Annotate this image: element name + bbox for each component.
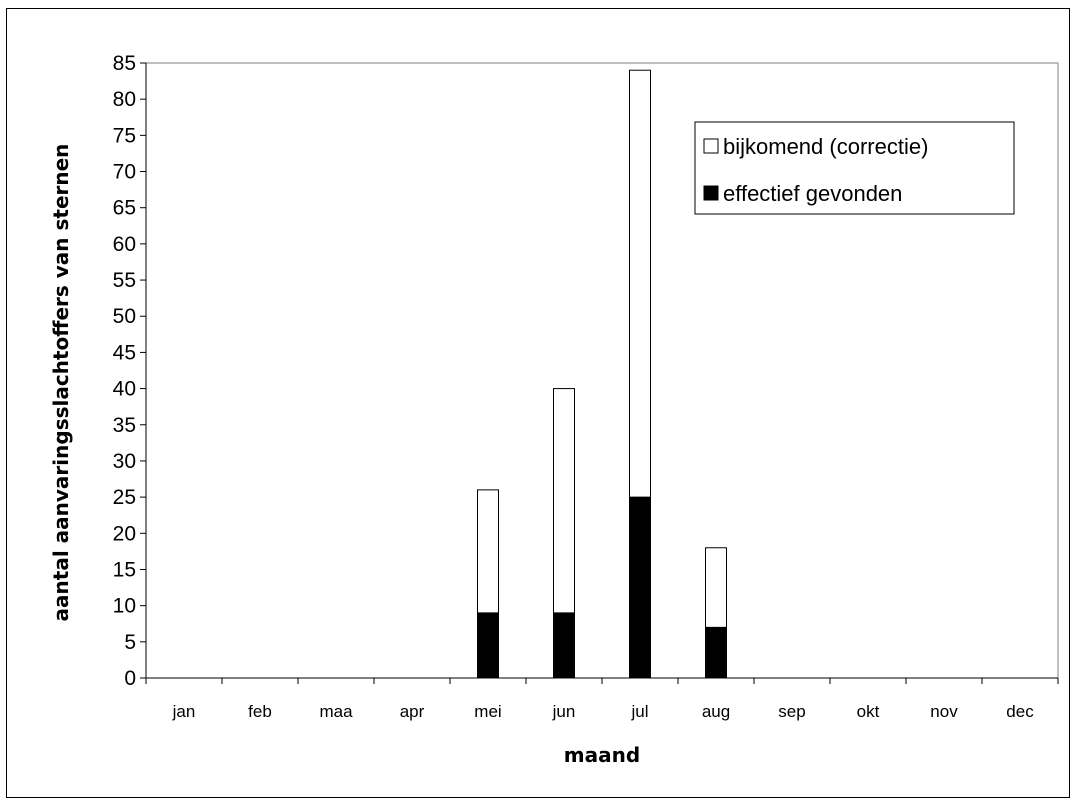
x-tick-label: jan xyxy=(172,702,196,721)
x-tick-label: feb xyxy=(248,702,272,721)
x-tick-label: okt xyxy=(857,702,880,721)
y-tick-label: 80 xyxy=(113,88,136,111)
bar-jun-bijkomend xyxy=(553,388,575,614)
y-tick-label: 10 xyxy=(113,595,136,618)
y-axis-title: aantal aanvaringsslachtoffers van sterne… xyxy=(49,144,73,622)
x-tick-label: nov xyxy=(930,702,958,721)
y-tick-label: 75 xyxy=(113,124,136,147)
legend-label-bijkomend: bijkomend (correctie) xyxy=(723,134,928,159)
bar-jun-effectief xyxy=(553,612,575,679)
legend-swatch-bijkomend xyxy=(703,138,719,154)
bars xyxy=(477,69,727,679)
legend: bijkomend (correctie) effectief gevonden xyxy=(694,121,1015,215)
x-tick-label: mei xyxy=(474,702,501,721)
bar-aug-effectief xyxy=(705,626,727,679)
axes: 0 5 10 15 20 25 30 35 40 45 50 55 60 65 70 75 80 85 jan feb… xyxy=(113,52,1059,721)
y-tick-label: 40 xyxy=(113,378,136,401)
y-tick-label: 65 xyxy=(113,197,136,220)
y-tick-label: 85 xyxy=(113,52,136,75)
y-tick-label: 55 xyxy=(113,269,136,292)
bar-jul-effectief xyxy=(629,496,651,679)
bar-mei-effectief xyxy=(477,612,499,679)
y-tick-label: 60 xyxy=(113,233,136,256)
y-tick-label: 45 xyxy=(113,341,136,364)
bar-aug-bijkomend xyxy=(705,547,727,628)
x-tick-label: jul xyxy=(630,702,648,721)
y-tick-label: 5 xyxy=(124,631,136,654)
y-tick-label: 50 xyxy=(113,305,136,328)
legend-swatch-effectief xyxy=(703,185,719,201)
y-tick-label: 70 xyxy=(113,161,136,184)
y-tick-label: 30 xyxy=(113,450,136,473)
y-tick-label: 25 xyxy=(113,486,136,509)
x-tick-label: dec xyxy=(1006,702,1034,721)
y-tick-label: 15 xyxy=(113,558,136,581)
y-tick-label: 35 xyxy=(113,414,136,437)
x-tick-label: jun xyxy=(552,702,576,721)
bar-mei-bijkomend xyxy=(477,489,499,614)
legend-label-effectief: effectief gevonden xyxy=(723,181,902,206)
y-tick-label: 0 xyxy=(124,667,136,690)
x-axis-title: maand xyxy=(564,743,640,767)
x-tick-label: maa xyxy=(319,702,353,721)
x-tick-label: aug xyxy=(702,702,730,721)
legend-box xyxy=(694,121,1015,215)
y-tick-label: 20 xyxy=(113,522,136,545)
bar-jul-bijkomend xyxy=(629,69,651,498)
x-tick-label: apr xyxy=(400,702,425,721)
x-tick-label: sep xyxy=(778,702,805,721)
